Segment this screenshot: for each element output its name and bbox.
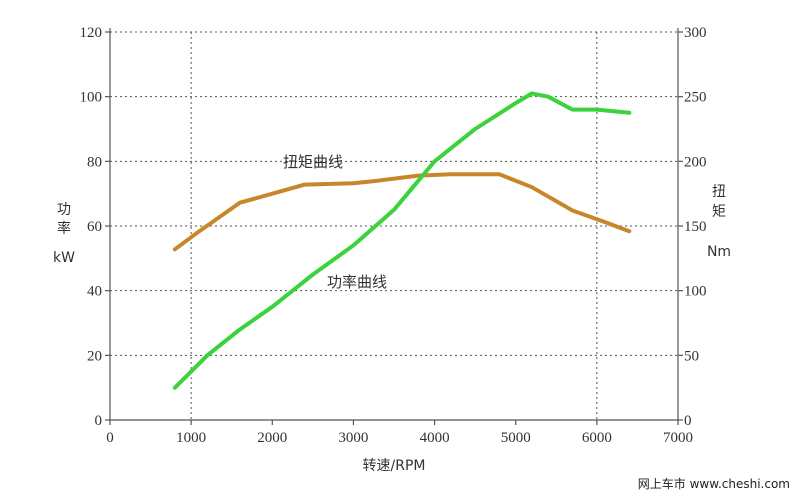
- y-left-axis-title: 功: [57, 202, 71, 218]
- x-tick-label: 7000: [663, 430, 693, 446]
- y-right-tick-label: 150: [684, 219, 707, 235]
- x-tick-label: 3000: [338, 430, 368, 446]
- y-right-axis-title: Nm: [707, 244, 731, 260]
- x-tick-label: 6000: [582, 430, 612, 446]
- y-left-tick-label: 20: [87, 348, 102, 364]
- y-right-tick-label: 250: [684, 90, 707, 106]
- power-curve-label: 功率曲线: [327, 273, 387, 291]
- x-tick-label: 2000: [257, 430, 287, 446]
- x-tick-label: 1000: [176, 430, 206, 446]
- y-right-tick-label: 300: [684, 25, 707, 41]
- y-left-tick-label: 120: [80, 25, 103, 41]
- y-left-axis-title: 率: [57, 220, 71, 237]
- x-axis-title: 转速/RPM: [363, 458, 426, 474]
- y-right-axis-title: 矩: [712, 204, 726, 220]
- x-tick-label: 0: [106, 430, 114, 446]
- y-left-tick-label: 60: [87, 219, 102, 235]
- y-left-axis-title: kW: [53, 250, 75, 266]
- y-right-tick-label: 0: [684, 413, 692, 429]
- power-curve-line: [172, 91, 632, 390]
- torque-curve-line: [172, 172, 632, 252]
- y-left-tick-label: 100: [80, 90, 103, 106]
- torque-curve-label: 扭矩曲线: [283, 153, 343, 171]
- y-right-tick-label: 200: [684, 154, 707, 170]
- watermark: 网上车市 www.cheshi.com: [637, 477, 790, 491]
- y-right-tick-label: 100: [684, 284, 707, 300]
- y-right-tick-label: 50: [684, 348, 699, 364]
- y-left-tick-label: 80: [87, 154, 102, 170]
- x-tick-label: 5000: [501, 430, 531, 446]
- y-left-tick-label: 0: [95, 413, 103, 429]
- y-left-tick-label: 40: [87, 284, 102, 300]
- x-tick-label: 4000: [420, 430, 450, 446]
- y-right-axis-title: 扭: [712, 184, 726, 200]
